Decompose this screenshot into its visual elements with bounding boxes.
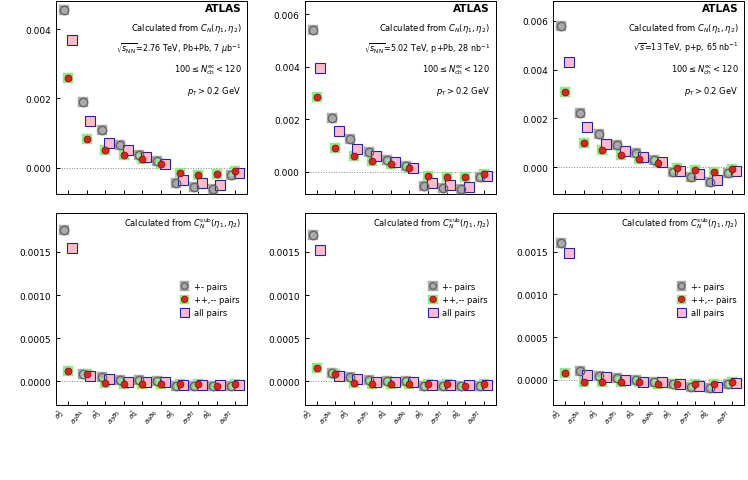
Text: Calculated from $C_N^{\rm sub}(\eta_1,\eta_2)$: Calculated from $C_N^{\rm sub}(\eta_1,\e…	[373, 216, 490, 230]
Text: $100 \leq N_{\rm ch}^{\rm ec} < 120$: $100 \leq N_{\rm ch}^{\rm ec} < 120$	[422, 64, 490, 77]
Text: Calculated from $C_N(\eta_1,\eta_2)$: Calculated from $C_N(\eta_1,\eta_2)$	[628, 22, 738, 35]
Text: Calculated from $C_N^{\rm sub}(\eta_1,\eta_2)$: Calculated from $C_N^{\rm sub}(\eta_1,\e…	[124, 216, 242, 230]
Text: $\sqrt{s_{\rm NN}}$=2.76 TeV, Pb+Pb, 7 $\mu$b$^{-1}$: $\sqrt{s_{\rm NN}}$=2.76 TeV, Pb+Pb, 7 $…	[116, 41, 242, 56]
Text: ATLAS: ATLAS	[205, 4, 242, 14]
Text: $100 \leq N_{\rm ch}^{\rm ec} < 120$: $100 \leq N_{\rm ch}^{\rm ec} < 120$	[174, 64, 242, 77]
Legend: +- pairs, ++,-- pairs, all pairs: +- pairs, ++,-- pairs, all pairs	[178, 281, 241, 319]
Text: ATLAS: ATLAS	[702, 4, 738, 14]
Text: $100 \leq N_{\rm ch}^{\rm ec} < 120$: $100 \leq N_{\rm ch}^{\rm ec} < 120$	[671, 64, 738, 77]
Text: $p_{\rm T} > 0.2$ GeV: $p_{\rm T} > 0.2$ GeV	[187, 85, 242, 98]
Text: Calculated from $C_N(\eta_1,\eta_2)$: Calculated from $C_N(\eta_1,\eta_2)$	[131, 22, 242, 35]
Text: $p_{\rm T} > 0.2$ GeV: $p_{\rm T} > 0.2$ GeV	[684, 85, 738, 98]
Text: Calculated from $C_N(\eta_1,\eta_2)$: Calculated from $C_N(\eta_1,\eta_2)$	[379, 22, 490, 35]
Legend: +- pairs, ++,-- pairs, all pairs: +- pairs, ++,-- pairs, all pairs	[426, 281, 490, 319]
Text: $\sqrt{s_{\rm NN}}$=5.02 TeV, p+Pb, 28 nb$^{-1}$: $\sqrt{s_{\rm NN}}$=5.02 TeV, p+Pb, 28 n…	[364, 41, 490, 56]
Text: Calculated from $C_N^{\rm sub}(\eta_1,\eta_2)$: Calculated from $C_N^{\rm sub}(\eta_1,\e…	[621, 216, 738, 230]
Text: $\sqrt{s}$=13 TeV, p+p, 65 nb$^{-1}$: $\sqrt{s}$=13 TeV, p+p, 65 nb$^{-1}$	[633, 41, 738, 55]
Text: ATLAS: ATLAS	[453, 4, 490, 14]
Text: $p_{\rm T} > 0.2$ GeV: $p_{\rm T} > 0.2$ GeV	[436, 85, 490, 98]
Legend: +- pairs, ++,-- pairs, all pairs: +- pairs, ++,-- pairs, all pairs	[675, 281, 738, 319]
